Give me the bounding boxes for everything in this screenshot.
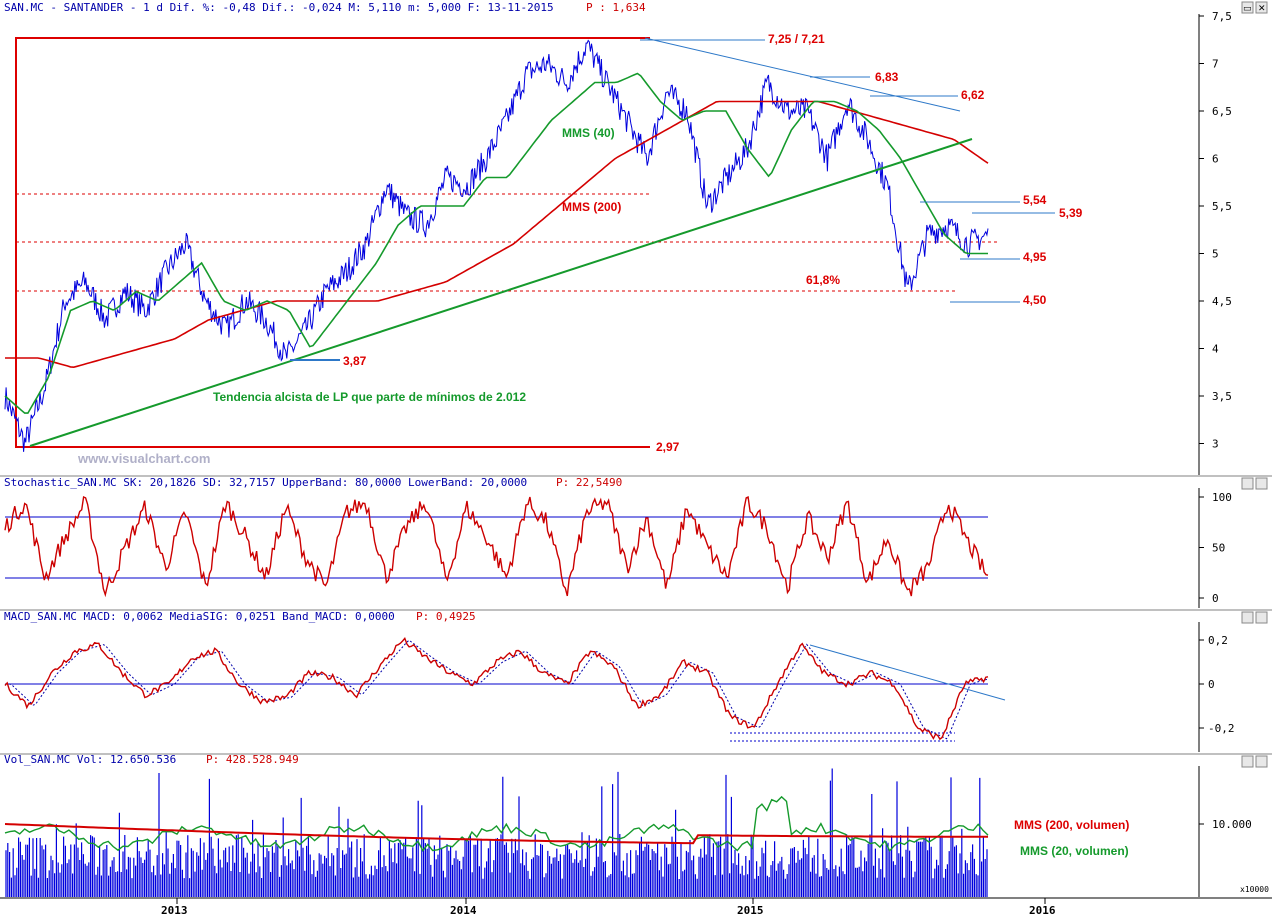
macd-header: MACD_SAN.MC MACD: 0,0062 MediaSIG: 0,025… xyxy=(4,610,395,623)
minimize-icon: ▭ xyxy=(1243,4,1252,14)
stoch-y-axis: 100 50 0 xyxy=(1199,491,1232,605)
vol-mms20-line xyxy=(4,795,989,853)
stoch-window-controls[interactable] xyxy=(1241,477,1268,490)
stoch-line xyxy=(4,495,989,598)
stoch-tick-label: 100 xyxy=(1212,491,1232,504)
vol-minimize-button[interactable] xyxy=(1241,755,1254,768)
main-tick-label: 7 xyxy=(1212,58,1219,71)
vol-header: Vol_SAN.MC Vol: 12.650.536 xyxy=(4,753,176,766)
vol-window-controls[interactable] xyxy=(1241,755,1268,768)
main-header-p: P : 1,634 xyxy=(586,1,646,14)
main-tick-label: 5 xyxy=(1212,248,1219,261)
macd-minimize-button[interactable] xyxy=(1241,611,1254,624)
macd-trendline xyxy=(809,644,1006,701)
resistance-trendline xyxy=(644,37,961,112)
main-header: SAN.MC - SANTANDER - 1 d Dif. %: -0,48 D… xyxy=(4,1,554,14)
watermark: www.visualchart.com xyxy=(77,451,210,466)
macd-tick-label: 0 xyxy=(1208,678,1215,691)
close-button[interactable] xyxy=(1255,1,1268,14)
x-axis: 2013 2014 2015 2016 xyxy=(161,898,1056,917)
label-trend: Tendencia alcista de LP que parte de mín… xyxy=(213,390,526,404)
x-tick-label: 2014 xyxy=(450,904,477,917)
stoch-tick-label: 50 xyxy=(1212,542,1225,555)
main-tick-label: 3 xyxy=(1212,438,1219,451)
vol-close-button[interactable] xyxy=(1255,755,1268,768)
range-box xyxy=(15,37,650,448)
vol-mms200-line xyxy=(4,823,988,845)
label-297: 2,97 xyxy=(656,440,680,454)
macd-tick-label: 0,2 xyxy=(1208,634,1228,647)
label-554: 5,54 xyxy=(1023,193,1047,207)
label-539: 5,39 xyxy=(1059,206,1083,220)
stoch-header-p: P: 22,5490 xyxy=(556,476,622,489)
macd-close-button[interactable] xyxy=(1255,611,1268,624)
label-mms40: MMS (40) xyxy=(562,126,615,140)
stoch-series xyxy=(4,495,989,598)
x-tick-label: 2015 xyxy=(737,904,764,917)
macd-tick-label: -0,2 xyxy=(1208,722,1235,735)
vol-header-p: P: 428.528.949 xyxy=(206,753,299,766)
macd-y-axis: 0,2 0 -0,2 xyxy=(1199,634,1235,735)
main-tick-label: 6 xyxy=(1212,153,1219,166)
label-495: 4,95 xyxy=(1023,250,1047,264)
label-662: 6,62 xyxy=(961,88,985,102)
price-line xyxy=(4,39,989,452)
mms40-series xyxy=(4,72,988,414)
main-tick-label: 6,5 xyxy=(1212,105,1232,118)
macd-series xyxy=(4,637,989,741)
x-tick-label: 2013 xyxy=(161,904,188,917)
main-tick-label: 5,5 xyxy=(1212,200,1232,213)
main-window-controls[interactable]: ▭ ✕ xyxy=(1241,1,1268,14)
macd-header-p: P: 0,4925 xyxy=(416,610,476,623)
macd-window-controls[interactable] xyxy=(1241,611,1268,624)
vol-y-axis: 10.000 xyxy=(1199,818,1252,831)
volume-bar-group xyxy=(5,768,988,897)
mms200-series xyxy=(5,100,989,369)
main-tick-label: 7,5 xyxy=(1212,10,1232,23)
vol-tick-label: 10.000 xyxy=(1212,818,1252,831)
main-tick-label: 4,5 xyxy=(1212,295,1232,308)
stoch-tick-label: 0 xyxy=(1212,592,1219,605)
main-tick-label: 3,5 xyxy=(1212,390,1232,403)
long-term-trendline xyxy=(29,138,973,447)
label-top: 7,25 / 7,21 xyxy=(768,32,825,46)
label-vol200: MMS (200, volumen) xyxy=(1014,818,1129,832)
label-387: 3,87 xyxy=(343,354,367,368)
macd-line xyxy=(4,637,989,741)
stoch-header: Stochastic_SAN.MC SK: 20,1826 SD: 32,715… xyxy=(4,476,527,489)
minimize-button[interactable] xyxy=(1241,1,1254,14)
macd-signal-line xyxy=(5,639,989,740)
volume-ma-series xyxy=(4,795,989,853)
label-vol20: MMS (20, volumen) xyxy=(1020,844,1129,858)
label-450: 4,50 xyxy=(1023,293,1047,307)
vol-unit: x10000 xyxy=(1240,885,1269,894)
volume-bars xyxy=(5,768,988,897)
x-tick-label: 2016 xyxy=(1029,904,1056,917)
label-683: 6,83 xyxy=(875,70,899,84)
label-fib: 61,8% xyxy=(806,273,840,287)
mms40-line xyxy=(4,72,988,414)
mms200-line xyxy=(5,100,989,369)
price-series xyxy=(4,39,989,452)
stoch-minimize-button[interactable] xyxy=(1241,477,1254,490)
main-y-axis: 7,5 7 6,5 6 5,5 5 4,5 4 3,5 3 xyxy=(1199,10,1232,451)
label-mms200: MMS (200) xyxy=(562,200,621,214)
close-icon: ✕ xyxy=(1258,4,1266,14)
main-tick-label: 4 xyxy=(1212,343,1219,356)
stoch-close-button[interactable] xyxy=(1255,477,1268,490)
